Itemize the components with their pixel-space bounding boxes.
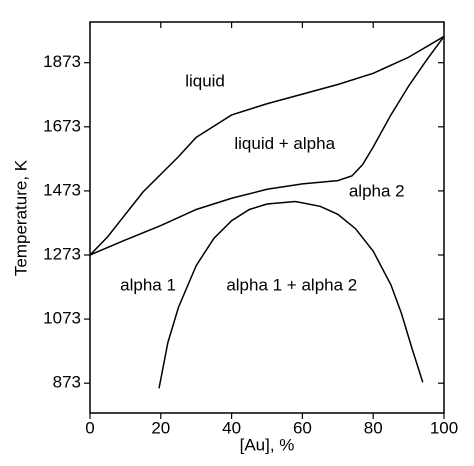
- plot-frame: [89, 21, 445, 414]
- x-tick-label: 60: [293, 418, 312, 437]
- phase-boundary: [89, 35, 445, 256]
- phase-boundary: [89, 35, 445, 256]
- y-tick-label: 1473: [43, 180, 81, 199]
- region-label: alpha 1: [120, 276, 176, 295]
- y-tick-label: 1873: [43, 52, 81, 71]
- y-axis-title: Temperature, K: [11, 159, 30, 276]
- region-label: liquid: [185, 71, 225, 90]
- x-tick-label: 100: [430, 418, 458, 437]
- x-tick-label: 80: [364, 418, 383, 437]
- y-tick-label: 873: [53, 373, 81, 392]
- x-tick-label: 40: [222, 418, 241, 437]
- region-label: liquid + alpha: [234, 134, 335, 153]
- y-tick-label: 1673: [43, 116, 81, 135]
- region-label: alpha 1 + alpha 2: [226, 276, 357, 295]
- y-tick-label: 1073: [43, 309, 81, 328]
- y-tick-label: 1273: [43, 244, 81, 263]
- phase-boundary: [158, 200, 424, 389]
- x-axis-title: [Au], %: [240, 435, 295, 454]
- x-tick-label: 0: [85, 418, 94, 437]
- region-label: alpha 2: [349, 181, 405, 200]
- x-tick-label: 20: [151, 418, 170, 437]
